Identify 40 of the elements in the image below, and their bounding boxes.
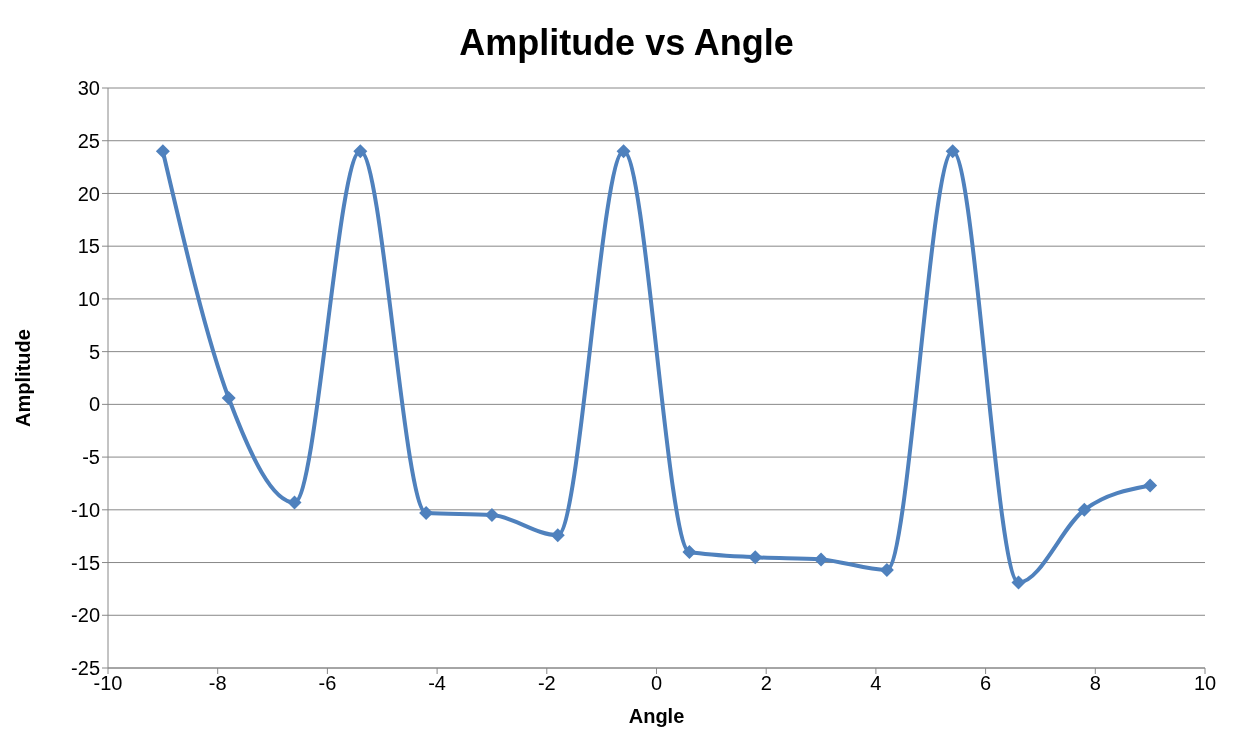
point [419,505,434,520]
point [1077,502,1092,517]
y-axis-title: Amplitude [12,329,35,427]
point [550,528,565,543]
x-axis-title: Angle [628,705,685,727]
x-tick-label: -8 [208,672,227,695]
point [814,552,829,567]
y-tick-label: 30 [77,77,100,100]
y-tick-label: 15 [77,235,100,258]
x-tick-label: 0 [650,672,663,695]
x-tick-label: -6 [318,672,337,695]
chart-title: Amplitude vs Angle [458,21,795,65]
point [748,550,763,565]
y-tick-label: -20 [71,604,100,627]
point [155,144,170,159]
y-tick-label: 5 [88,340,100,363]
x-tick-label: 2 [760,672,772,695]
point [1011,575,1026,590]
point [287,495,302,510]
point [945,144,960,159]
point [484,508,499,523]
point [221,391,236,406]
point [1143,478,1158,493]
x-tick-label: 10 [1193,672,1217,695]
x-tick-label: 8 [1089,672,1101,695]
x-tick-label: -4 [428,672,446,695]
point [353,144,368,159]
y-tick-label: 20 [77,182,100,205]
point [682,545,697,559]
y-tick-label: -15 [71,551,100,574]
y-tick-label: 0 [88,393,100,416]
x-tick-label: 6 [980,672,992,695]
y-tick-label: -10 [71,498,100,521]
y-tick-label: -5 [82,446,100,469]
x-tick-label: -2 [537,672,556,695]
y-tick-label: 10 [77,288,100,311]
y-tick-label: 25 [77,129,100,152]
x-tick-label: 4 [870,672,882,695]
point [616,144,631,159]
point [879,562,894,577]
